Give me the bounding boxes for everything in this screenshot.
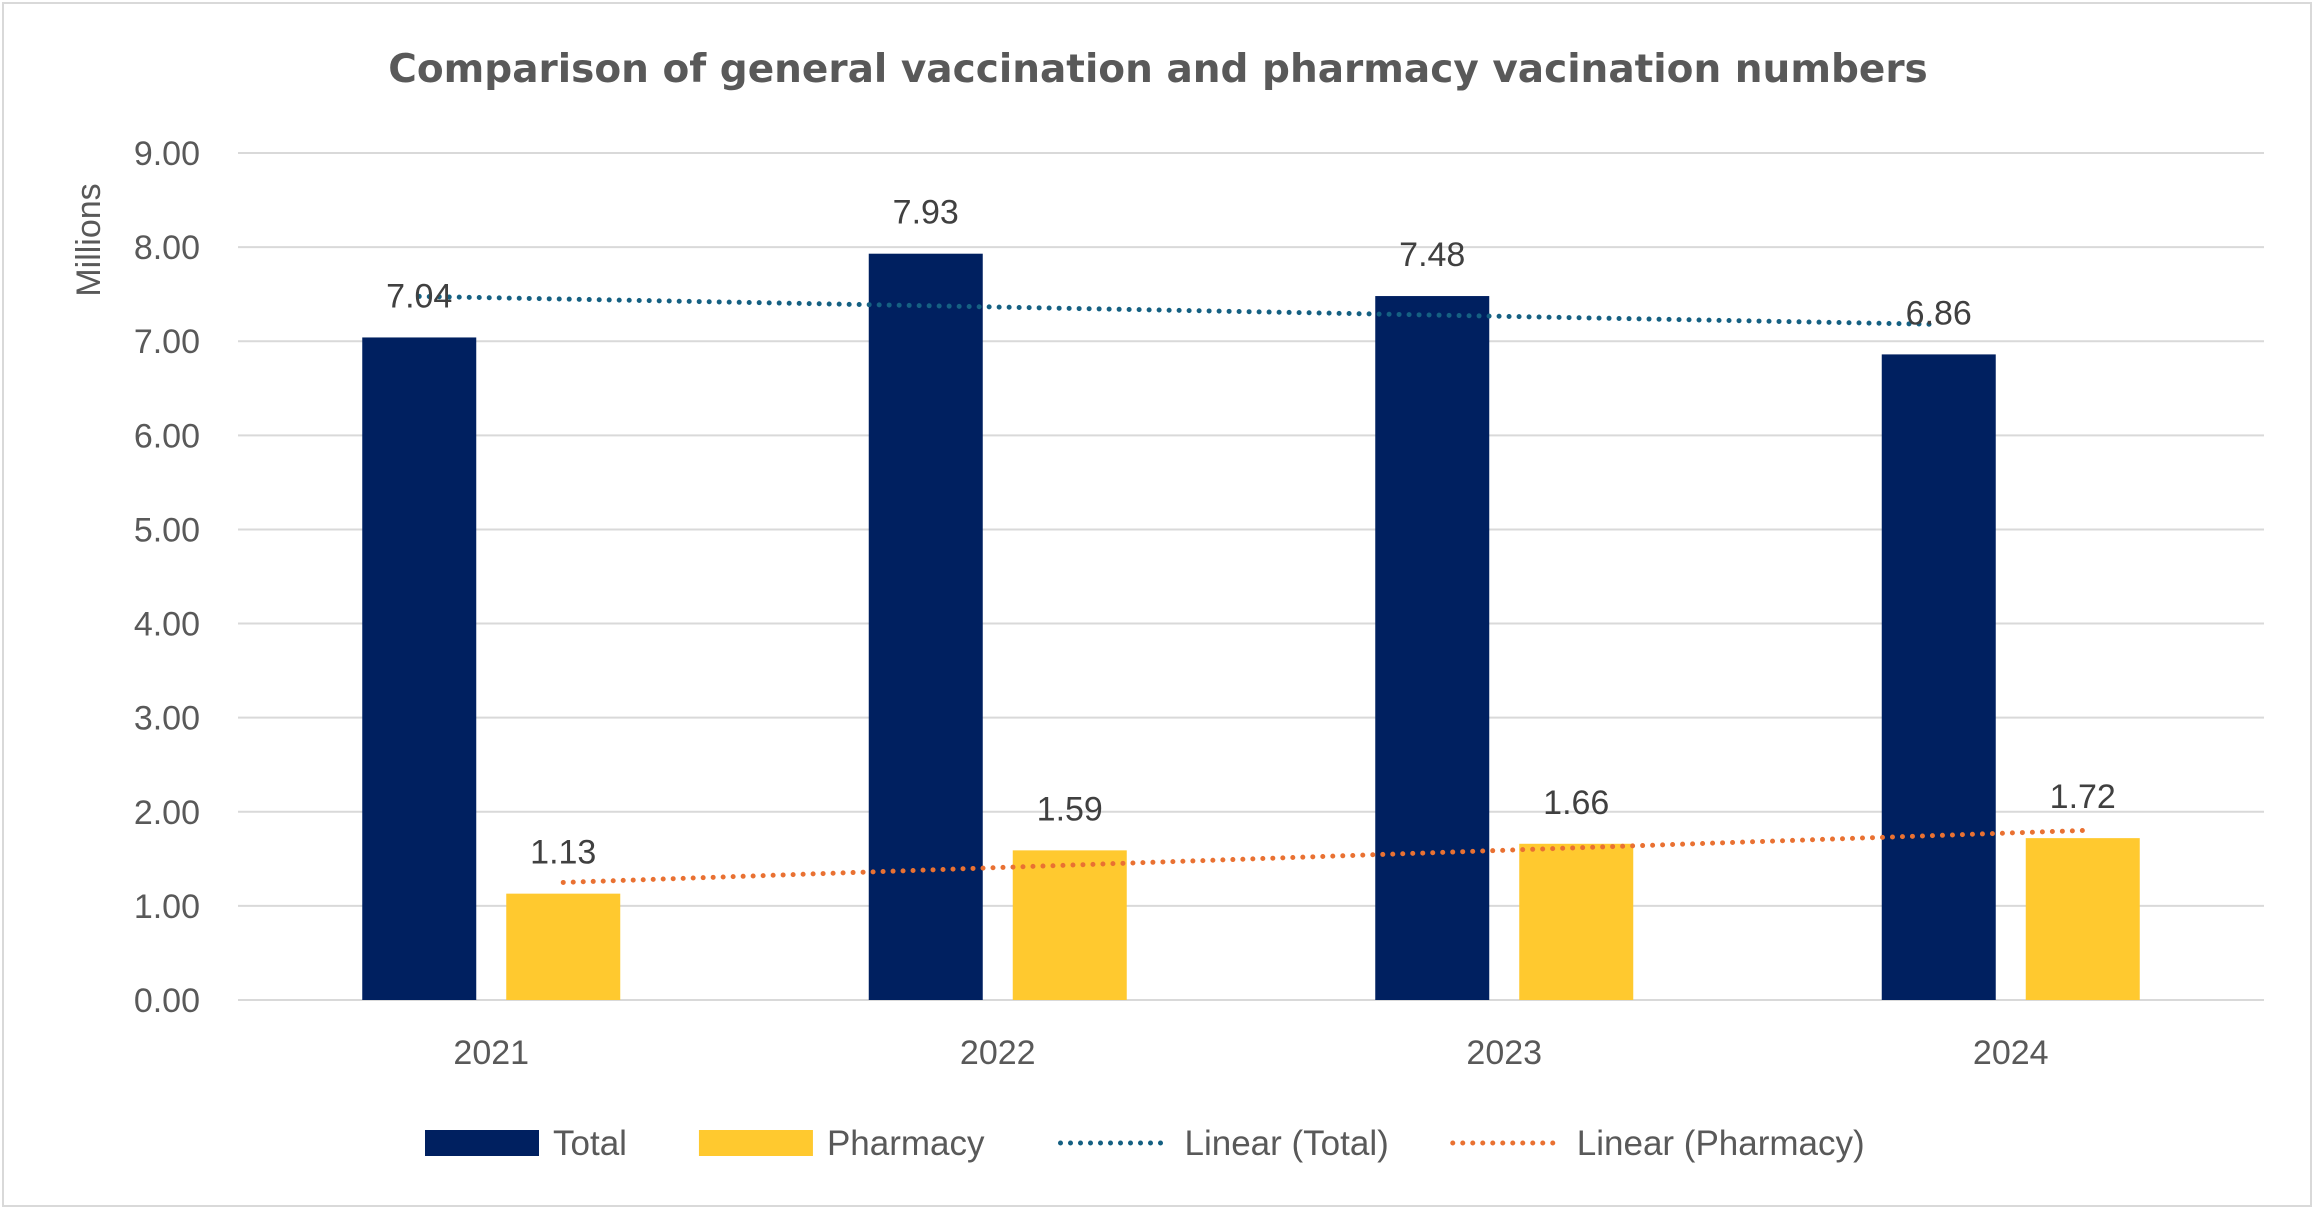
trendlines — [416, 293, 2086, 885]
y-tick-label: 1.00 — [134, 888, 200, 926]
y-tick-label: 7.00 — [134, 323, 200, 361]
y-tick-label: 5.00 — [134, 511, 200, 549]
bar-total — [1375, 296, 1490, 1000]
x-tick-label: 2021 — [453, 1034, 529, 1072]
x-axis-ticks: 2021 2022 2023 2024 — [453, 1034, 2048, 1072]
y-tick-label: 6.00 — [134, 417, 200, 455]
y-tick-label: 0.00 — [134, 982, 200, 1020]
legend-swatch-total — [425, 1130, 539, 1156]
x-tick-label: 2024 — [1973, 1034, 2049, 1072]
data-label: 1.66 — [1543, 784, 1609, 822]
data-label: 7.93 — [893, 194, 959, 232]
y-tick-label: 4.00 — [134, 606, 200, 644]
bar-total — [868, 253, 983, 1001]
y-axis-ticks: 0.00 1.00 2.00 3.00 4.00 5.00 6.00 7.00 8.00 9.00 — [134, 135, 200, 1020]
bars — [362, 253, 2140, 1001]
legend-label: Linear (Total) — [1185, 1124, 1389, 1163]
y-tick-label: 3.00 — [134, 700, 200, 738]
legend-label: Linear (Pharmacy) — [1577, 1124, 1865, 1163]
data-label: 6.86 — [1906, 294, 1972, 332]
legend: Total Pharmacy Linear (Total) Linear (Pharm… — [425, 1124, 1865, 1163]
data-labels: 7.04 7.93 7.48 6.86 1.13 1.59 1.66 1.72 — [386, 194, 2116, 872]
bar-pharmacy — [2025, 838, 2140, 1000]
y-tick-label: 2.00 — [134, 794, 200, 832]
data-label: 7.48 — [1399, 236, 1465, 274]
trendline-total — [416, 293, 1942, 327]
y-tick-label: 9.00 — [134, 135, 200, 173]
legend-swatch-pharmacy — [698, 1130, 813, 1156]
x-tick-label: 2023 — [1466, 1034, 1542, 1072]
bar-pharmacy — [506, 893, 621, 1000]
chart-title: Comparison of general vaccination and ph… — [388, 47, 1928, 92]
data-label: 1.13 — [530, 834, 596, 872]
trendline-pharmacy — [560, 828, 2086, 885]
legend-label: Pharmacy — [827, 1124, 985, 1163]
data-label: 1.59 — [1037, 790, 1103, 828]
y-axis-title: Millions — [70, 183, 108, 296]
bar-total — [362, 337, 477, 1000]
data-label: 1.72 — [2050, 778, 2116, 816]
data-label: 7.04 — [386, 277, 452, 315]
bar-pharmacy — [1012, 850, 1127, 1000]
legend-label: Total — [553, 1124, 627, 1163]
bar-pharmacy — [1519, 843, 1634, 1000]
y-tick-label: 8.00 — [134, 229, 200, 267]
bar-total — [1881, 354, 1996, 1000]
x-tick-label: 2022 — [960, 1034, 1036, 1072]
